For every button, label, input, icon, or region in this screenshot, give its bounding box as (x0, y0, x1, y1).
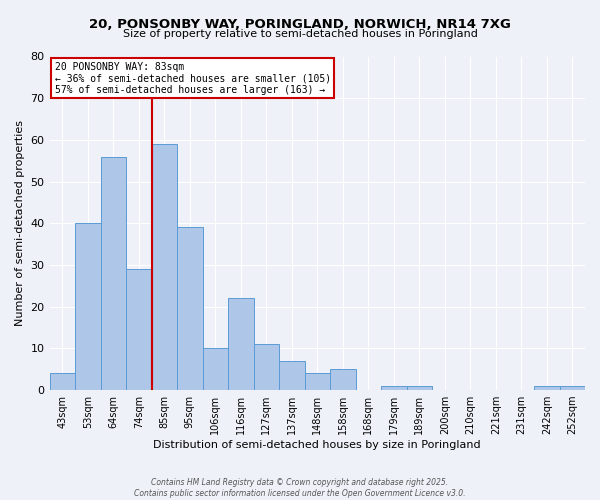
Text: Size of property relative to semi-detached houses in Poringland: Size of property relative to semi-detach… (122, 29, 478, 39)
Bar (152, 144, 177, 390)
Text: Contains HM Land Registry data © Crown copyright and database right 2025.
Contai: Contains HM Land Registry data © Crown c… (134, 478, 466, 498)
Bar (101, 156, 126, 390)
Bar (560, 386, 585, 390)
Bar (126, 269, 152, 390)
Bar (254, 344, 279, 390)
Bar (407, 386, 432, 390)
Text: 20, PONSONBY WAY, PORINGLAND, NORWICH, NR14 7XG: 20, PONSONBY WAY, PORINGLAND, NORWICH, N… (89, 18, 511, 30)
Bar (203, 348, 228, 390)
Bar (305, 374, 330, 390)
Bar (177, 228, 203, 390)
Bar (228, 298, 254, 390)
Bar (50, 374, 75, 390)
X-axis label: Distribution of semi-detached houses by size in Poringland: Distribution of semi-detached houses by … (154, 440, 481, 450)
Bar (75, 224, 101, 390)
Bar (279, 361, 305, 390)
Bar (534, 386, 560, 390)
Bar (381, 386, 407, 390)
Bar (330, 369, 356, 390)
Text: 20 PONSONBY WAY: 83sqm
← 36% of semi-detached houses are smaller (105)
57% of se: 20 PONSONBY WAY: 83sqm ← 36% of semi-det… (55, 62, 331, 94)
Y-axis label: Number of semi-detached properties: Number of semi-detached properties (15, 120, 25, 326)
